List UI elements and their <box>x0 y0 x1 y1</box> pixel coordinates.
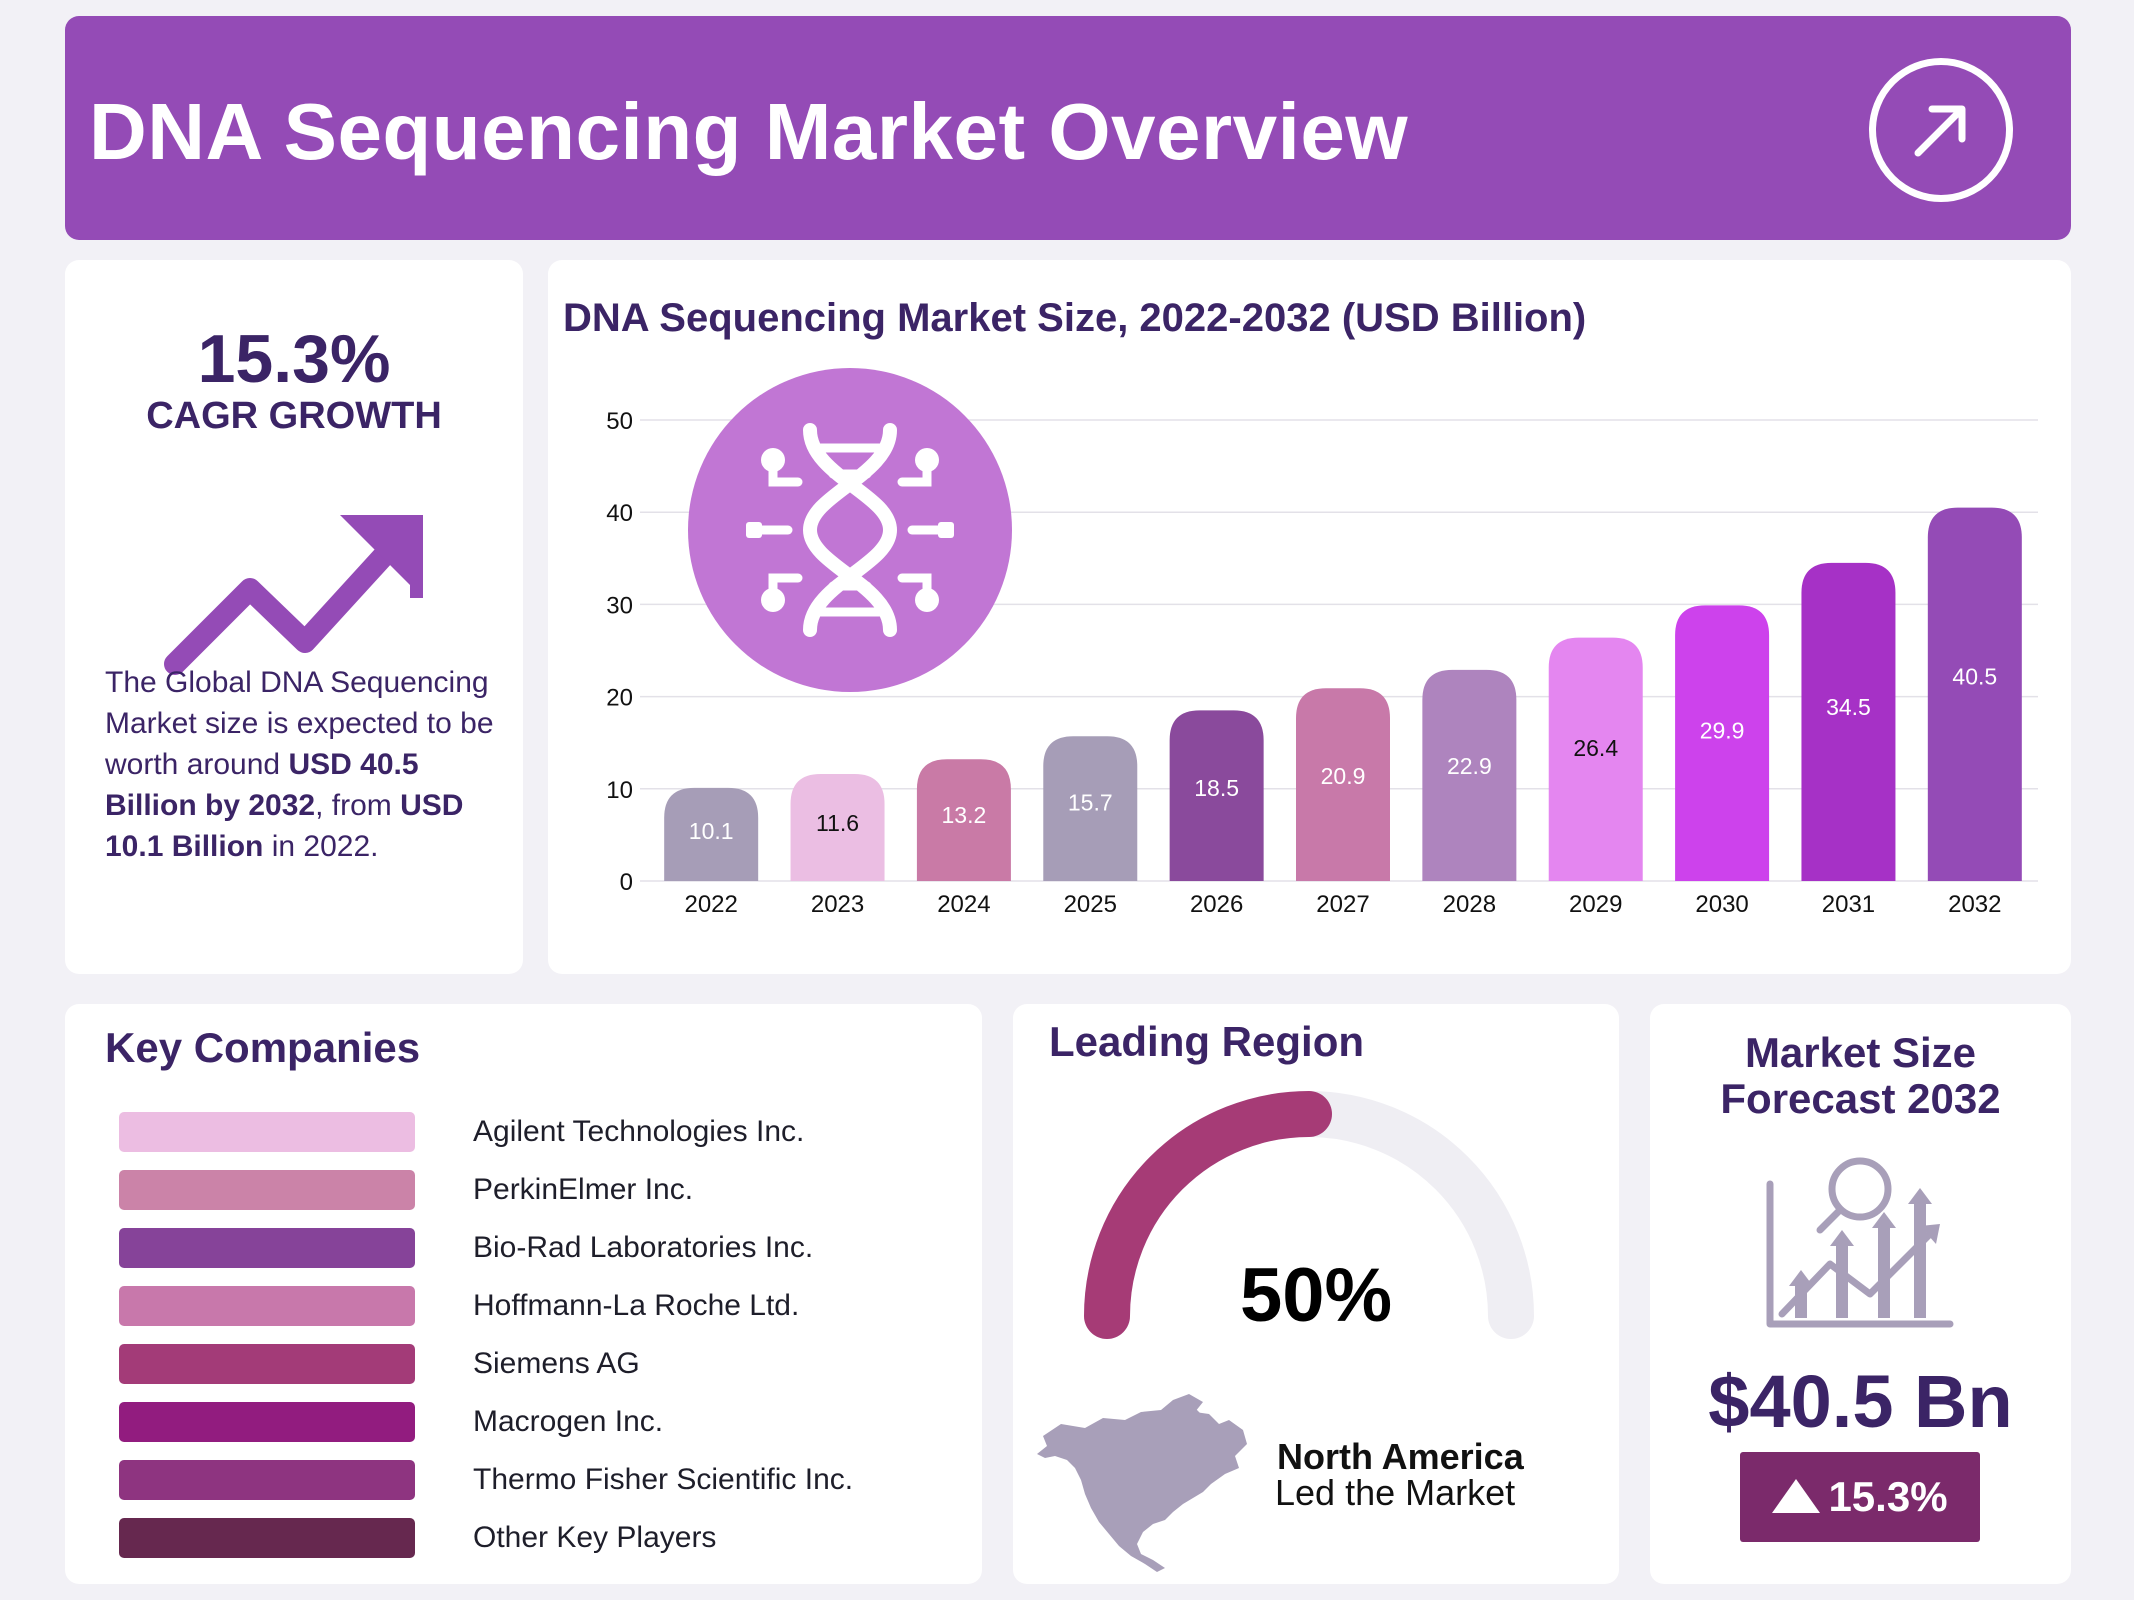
bar-2032 <box>1927 507 2022 881</box>
bar-value-label: 26.4 <box>1573 735 1618 761</box>
bar-value-label: 34.5 <box>1826 694 1871 720</box>
company-swatch <box>119 1518 415 1558</box>
bar-2027 <box>1296 688 1390 881</box>
bar-value-label: 22.9 <box>1447 753 1492 779</box>
growth-badge: 15.3% <box>1740 1452 1980 1542</box>
x-tick-label: 2022 <box>684 891 737 918</box>
key-companies-card: Key Companies Agilent Technologies Inc. P… <box>65 1004 982 1584</box>
company-name: Other Key Players <box>473 1521 717 1554</box>
chart-title: DNA Sequencing Market Size, 2022-2032 (U… <box>563 296 1587 340</box>
company-row: Siemens AG <box>65 1342 982 1386</box>
header-banner: DNA Sequencing Market Overview <box>65 16 2071 240</box>
company-row: Macrogen Inc. <box>65 1400 982 1444</box>
y-tick-label: 30 <box>606 592 633 619</box>
bar-2023 <box>790 774 885 881</box>
company-name: PerkinElmer Inc. <box>473 1173 694 1206</box>
company-swatch <box>119 1460 415 1500</box>
bar-value-label: 11.6 <box>816 810 859 836</box>
dna-helix-icon <box>688 368 1012 692</box>
growth-analysis-icon <box>1760 1144 1960 1339</box>
bar-2029 <box>1548 637 1643 881</box>
x-tick-label: 2030 <box>1695 891 1748 918</box>
company-name: Hoffmann-La Roche Ltd. <box>473 1289 800 1322</box>
company-name: Macrogen Inc. <box>473 1405 664 1438</box>
bar-value-label: 13.2 <box>942 802 987 828</box>
company-row: Other Key Players <box>65 1516 982 1560</box>
triangle-up-icon <box>1772 1479 1821 1513</box>
y-tick-label: 10 <box>606 777 633 804</box>
trend-up-arrow-icon <box>155 470 435 700</box>
company-swatch <box>119 1170 415 1210</box>
page-title: DNA Sequencing Market Overview <box>89 87 1409 176</box>
key-companies-title: Key Companies <box>105 1024 421 1071</box>
cagr-description: The Global DNA Sequencing Market size is… <box>105 666 494 863</box>
region-subtitle: Led the Market <box>1275 1472 1516 1513</box>
bar-2028 <box>1422 669 1517 881</box>
region-name: North America <box>1277 1436 1524 1477</box>
x-tick-label: 2023 <box>811 891 864 918</box>
company-name: Siemens AG <box>473 1347 640 1380</box>
company-row: PerkinElmer Inc. <box>65 1168 982 1212</box>
x-tick-label: 2031 <box>1822 891 1875 918</box>
bar-2030 <box>1675 605 1770 881</box>
company-row: Thermo Fisher Scientific Inc. <box>65 1458 982 1502</box>
company-row: Hoffmann-La Roche Ltd. <box>65 1284 982 1328</box>
company-swatch <box>119 1286 415 1326</box>
x-tick-label: 2032 <box>1948 891 2001 918</box>
bar-value-label: 10.1 <box>689 818 734 844</box>
market-forecast-card: Market Size Forecast 2032 $40.5 Bn 15.3% <box>1650 1004 2071 1584</box>
y-tick-label: 0 <box>620 869 633 896</box>
x-tick-label: 2026 <box>1190 891 1243 918</box>
cagr-value: 15.3% <box>197 321 391 397</box>
cagr-label: CAGR GROWTH <box>146 395 442 437</box>
bar-value-label: 20.9 <box>1321 763 1366 789</box>
bar-value-label: 15.7 <box>1068 789 1113 815</box>
x-tick-label: 2025 <box>1064 891 1117 918</box>
x-tick-label: 2029 <box>1569 891 1622 918</box>
y-tick-label: 40 <box>606 500 633 527</box>
bar-2025 <box>1043 736 1138 881</box>
company-swatch <box>119 1228 415 1268</box>
y-tick-label: 20 <box>606 685 633 712</box>
company-name: Agilent Technologies Inc. <box>473 1115 805 1148</box>
bar-2026 <box>1169 710 1264 881</box>
region-share-gauge <box>1084 1091 1534 1339</box>
forecast-value: $40.5 Bn <box>1708 1360 2013 1443</box>
x-tick-label: 2024 <box>937 891 990 918</box>
bar-value-label: 18.5 <box>1194 775 1239 801</box>
company-swatch <box>119 1112 415 1152</box>
bar-2031 <box>1801 562 1896 881</box>
company-name: Bio-Rad Laboratories Inc. <box>473 1231 814 1264</box>
company-name: Thermo Fisher Scientific Inc. <box>473 1463 854 1496</box>
x-tick-label: 2028 <box>1443 891 1496 918</box>
gauge-fill <box>1084 1091 1332 1339</box>
company-row: Agilent Technologies Inc. <box>65 1110 982 1154</box>
arrow-up-right-circle-icon[interactable] <box>1869 58 2013 202</box>
forecast-title: Market Size Forecast 2032 <box>1720 1029 2001 1122</box>
bar-2022 <box>664 787 759 881</box>
x-tick-label: 2027 <box>1316 891 1369 918</box>
cagr-card: 15.3% CAGR GROWTH The Global DNA Sequenc… <box>65 260 523 974</box>
company-swatch <box>119 1402 415 1442</box>
bar-2024 <box>916 759 1011 881</box>
company-swatch <box>119 1344 415 1384</box>
y-tick-label: 50 <box>606 408 633 435</box>
bar-value-label: 29.9 <box>1700 717 1745 743</box>
region-share-percent: 50% <box>1239 1253 1393 1338</box>
company-row: Bio-Rad Laboratories Inc. <box>65 1226 982 1270</box>
north-america-map-icon <box>1033 1384 1253 1579</box>
leading-region-card: Leading Region 50% North America Led the… <box>1013 1004 1619 1584</box>
market-size-chart-card: 0 10 20 30 40 50 <box>548 260 2071 974</box>
bar-value-label: 40.5 <box>1952 664 1997 690</box>
leading-region-title: Leading Region <box>1049 1018 1364 1065</box>
